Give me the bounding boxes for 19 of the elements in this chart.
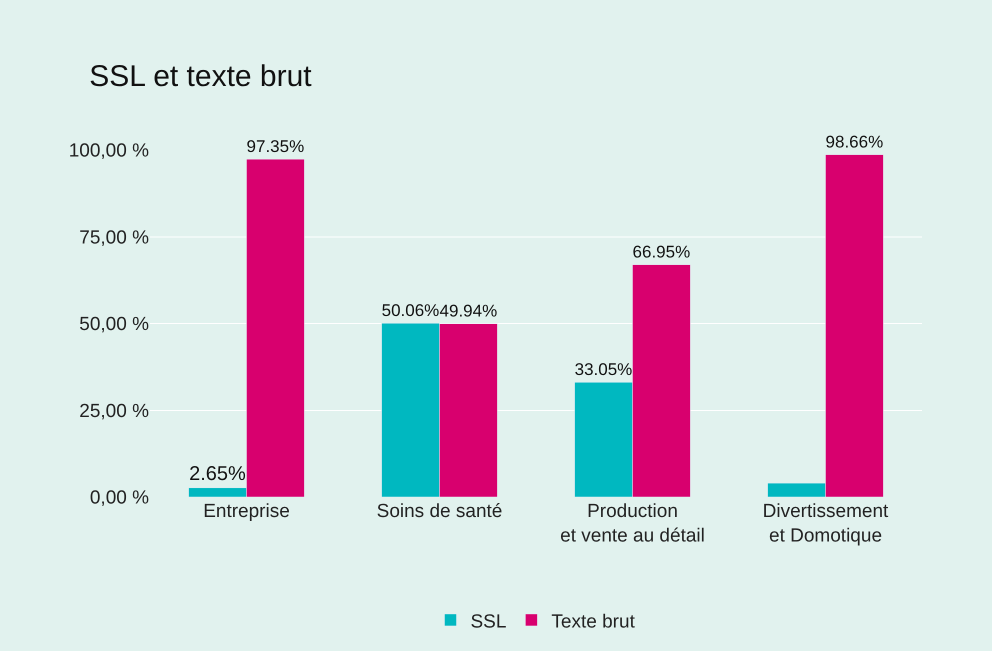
x-tick-label: Entreprise bbox=[203, 501, 290, 522]
x-tick-label: Divertissement et Domotique bbox=[762, 501, 890, 547]
legend-label: SSL bbox=[470, 611, 506, 632]
legend-label: Texte brut bbox=[551, 611, 636, 632]
y-tick-label: 100,00 % bbox=[68, 140, 150, 162]
x-tick-label: Soins de santé bbox=[376, 501, 502, 522]
y-tick-label: 25,00 % bbox=[79, 400, 150, 422]
data-label: 2.65% bbox=[189, 462, 246, 485]
data-label: 97.35% bbox=[246, 136, 304, 156]
data-label: 33.05% bbox=[574, 360, 632, 380]
data-label: 66.95% bbox=[632, 242, 690, 262]
chart-title: SSL et texte brut bbox=[89, 60, 312, 94]
y-tick-label: 75,00 % bbox=[79, 227, 150, 248]
x-tick-label: Production et vente au détail bbox=[560, 501, 705, 547]
data-label: 98.66% bbox=[826, 132, 884, 152]
data-label: 50.06% bbox=[382, 301, 440, 320]
y-tick-label: 0,00 % bbox=[90, 488, 150, 509]
y-tick-label: 50,00 % bbox=[79, 314, 150, 336]
data-label: 49.94% bbox=[440, 301, 498, 320]
